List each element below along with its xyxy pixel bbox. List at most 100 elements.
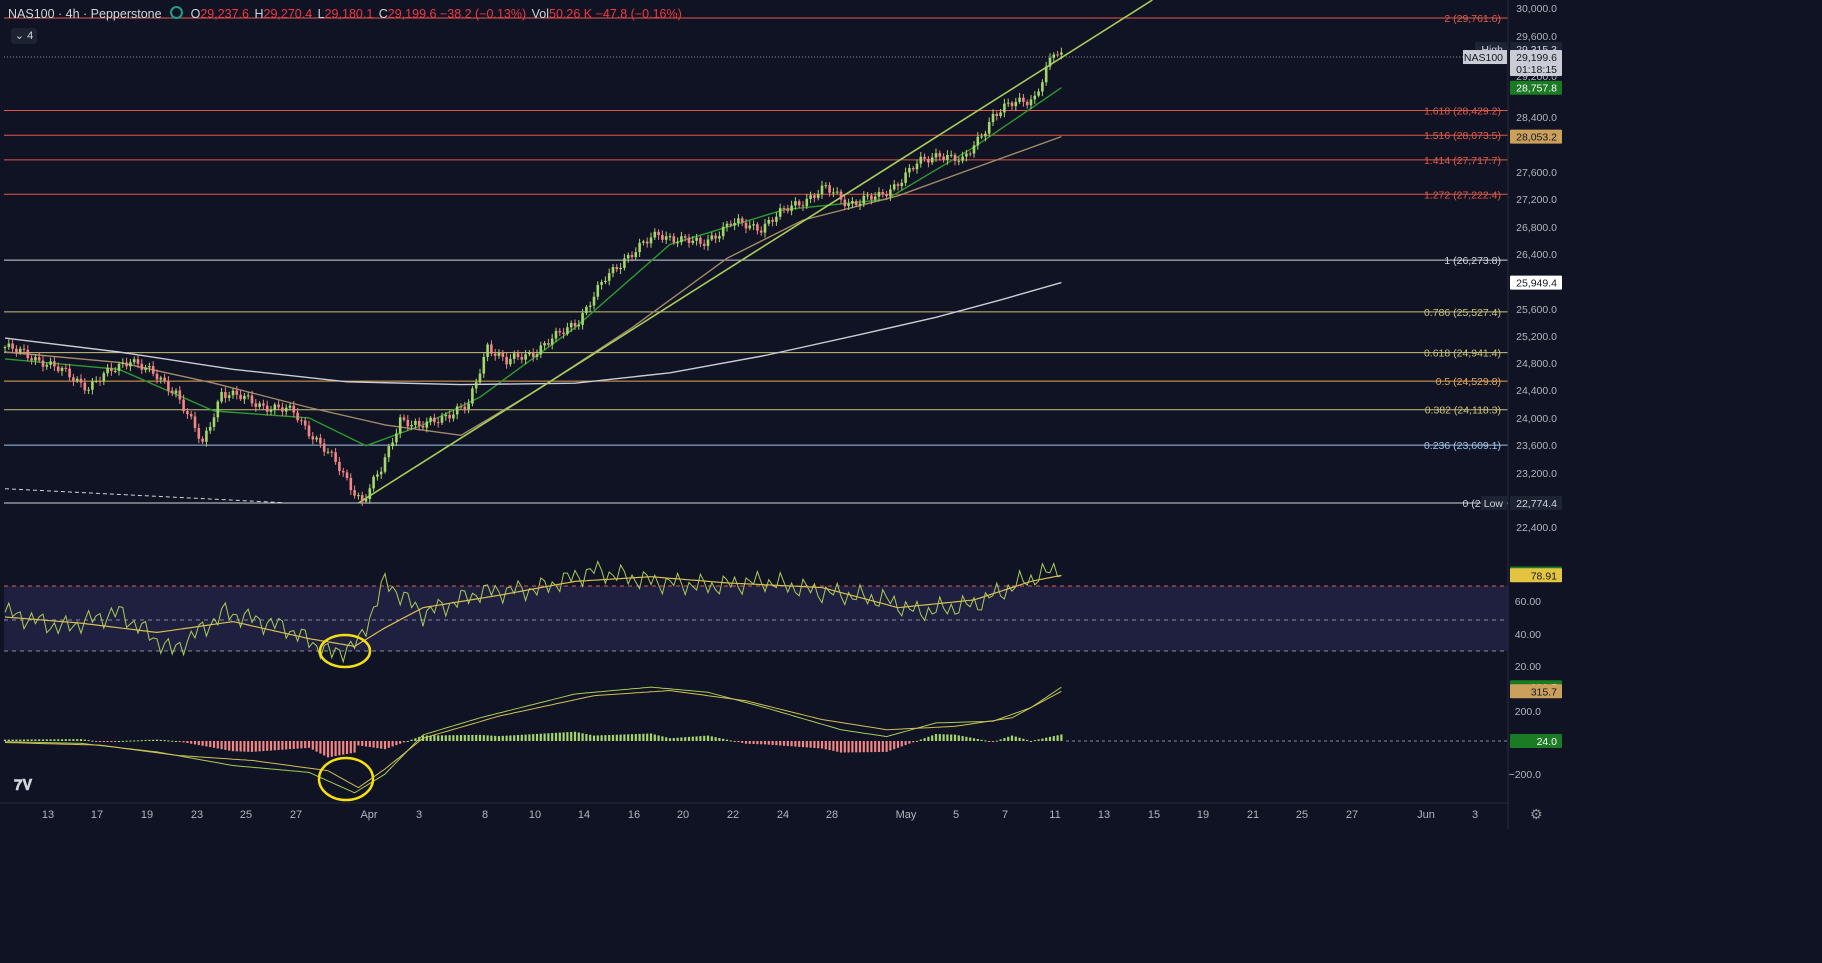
candle-body[interactable] (797, 201, 801, 206)
candle-body[interactable] (915, 163, 919, 170)
candle-body[interactable] (1037, 91, 1040, 96)
candle-body[interactable] (490, 344, 493, 354)
candle-body[interactable] (151, 366, 155, 374)
tradingview-logo-icon[interactable]: 𝟕𝐕 (14, 777, 33, 794)
candle-body[interactable] (15, 348, 18, 353)
candle-body[interactable] (444, 414, 448, 417)
candle-body[interactable] (11, 343, 14, 349)
candle-body[interactable] (930, 157, 934, 163)
price-badge[interactable] (1510, 496, 1562, 510)
price-axis[interactable]: 30,000.029,600.029,200.028,400.027,600.0… (1463, 0, 1562, 829)
candle-body[interactable] (968, 153, 972, 155)
candle-body[interactable] (949, 154, 953, 156)
candle-body[interactable] (239, 394, 242, 400)
candle-body[interactable] (414, 420, 417, 425)
candle-body[interactable] (569, 322, 573, 328)
candles[interactable] (3, 47, 1063, 506)
candle-body[interactable] (326, 451, 330, 453)
candle-body[interactable] (771, 219, 774, 222)
candle-body[interactable] (273, 404, 277, 410)
candle-body[interactable] (250, 395, 254, 404)
candle-body[interactable] (463, 406, 467, 410)
candle-body[interactable] (7, 343, 11, 348)
settings-icon[interactable]: ⚙ (1530, 806, 1543, 822)
candle-body[interactable] (752, 224, 755, 226)
candle-body[interactable] (18, 348, 22, 353)
candle-body[interactable] (79, 378, 83, 383)
candle-body[interactable] (524, 354, 527, 360)
candle-body[interactable] (455, 406, 459, 415)
candle-body[interactable] (83, 382, 87, 391)
candle-body[interactable] (562, 332, 565, 334)
candle-body[interactable] (345, 472, 349, 478)
candle-body[interactable] (1052, 54, 1056, 58)
candle-body[interactable] (972, 145, 976, 154)
candle-body[interactable] (638, 242, 641, 253)
candle-body[interactable] (501, 352, 505, 357)
candle-body[interactable] (41, 360, 45, 367)
candle-body[interactable] (178, 390, 182, 400)
candle-body[interactable] (395, 433, 398, 443)
candle-body[interactable] (801, 205, 805, 207)
candle-body[interactable] (106, 367, 109, 374)
candle-body[interactable] (877, 192, 881, 197)
moving-average-line[interactable] (4, 281, 1062, 386)
price-badge[interactable] (1510, 568, 1562, 583)
candle-body[interactable] (30, 358, 33, 361)
candle-body[interactable] (277, 404, 280, 408)
candle-body[interactable] (892, 184, 896, 190)
candle-body[interactable] (816, 194, 820, 198)
candle-body[interactable] (832, 192, 835, 194)
candle-body[interactable] (953, 154, 957, 161)
candle-body[interactable] (322, 443, 326, 452)
candle-body[interactable] (22, 348, 26, 350)
osc2-line-2[interactable] (4, 689, 1062, 789)
candle-body[interactable] (600, 281, 603, 285)
candle-body[interactable] (315, 437, 318, 440)
candle-body[interactable] (205, 430, 208, 442)
candle-body[interactable] (619, 267, 622, 270)
indicators-toggle-button[interactable]: ⌄ 4 (11, 28, 37, 44)
osc1-fast-line[interactable] (4, 560, 1062, 664)
candle-body[interactable] (231, 390, 235, 396)
candle-body[interactable] (186, 411, 189, 415)
candle-body[interactable] (528, 352, 531, 355)
time-axis[interactable]: 13 17 19 23 25 27 Apr 3 8 10 14 16 20 22 24 28 May 5 7 11 13… (0, 802, 1508, 821)
candle-body[interactable] (1056, 54, 1059, 56)
candle-body[interactable] (851, 201, 854, 204)
candle-body[interactable] (72, 377, 75, 382)
candle-body[interactable] (227, 395, 231, 398)
candle-body[interactable] (904, 172, 907, 183)
candle-body[interactable] (824, 185, 828, 187)
candle-body[interactable] (87, 389, 90, 391)
candle-body[interactable] (862, 195, 866, 204)
candle-body[interactable] (334, 452, 337, 462)
candle-body[interactable] (516, 353, 520, 357)
candle-body[interactable] (1041, 82, 1044, 92)
candle-body[interactable] (661, 235, 664, 240)
candle-body[interactable] (98, 380, 102, 382)
candle-body[interactable] (26, 349, 30, 359)
candle-body[interactable] (626, 254, 630, 259)
candle-body[interactable] (167, 380, 170, 391)
candle-body[interactable] (710, 235, 714, 240)
candle-body[interactable] (45, 364, 49, 367)
symbol-title[interactable]: NAS100 · 4h · Pepperstone (8, 7, 162, 21)
candle-body[interactable] (113, 370, 117, 372)
candle-body[interactable] (991, 113, 995, 123)
candle-body[interactable] (596, 284, 600, 297)
candle-body[interactable] (121, 362, 125, 364)
candle-body[interactable] (999, 112, 1002, 117)
candle-body[interactable] (592, 296, 596, 306)
candle-body[interactable] (212, 417, 216, 427)
candle-body[interactable] (64, 367, 68, 369)
candle-body[interactable] (919, 156, 923, 164)
candle-body[interactable] (649, 237, 653, 244)
candle-body[interactable] (718, 236, 721, 239)
candle-body[interactable] (946, 154, 949, 160)
candle-body[interactable] (433, 417, 436, 423)
candle-body[interactable] (645, 241, 649, 244)
candle-body[interactable] (49, 361, 52, 365)
osc2-line-1[interactable] (4, 686, 1062, 794)
candle-body[interactable] (201, 438, 204, 442)
